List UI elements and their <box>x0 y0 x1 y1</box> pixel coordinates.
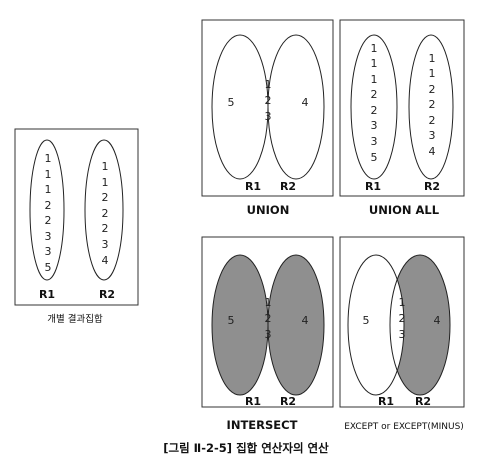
r2-value: 1 <box>429 52 436 65</box>
except-panel: 5 1 2 3 4 R1 R2 <box>339 236 465 408</box>
r2-shaded-region <box>390 255 450 395</box>
except-frame <box>339 236 465 408</box>
r2-only-value: 4 <box>302 96 309 109</box>
r1-set-ellipse <box>29 139 65 281</box>
intersect-frame <box>201 236 334 408</box>
r2-only-value: 4 <box>434 314 441 327</box>
r2-value: 1 <box>102 176 109 189</box>
common-value: 2 <box>399 312 406 325</box>
r2-label: R2 <box>280 395 296 408</box>
r1-only-value: 5 <box>228 96 235 109</box>
r2-label: R2 <box>99 288 115 301</box>
union-all-caption: UNION ALL <box>369 203 440 217</box>
r1-value: 3 <box>45 245 52 258</box>
common-value: 3 <box>399 328 406 341</box>
r2-value: 2 <box>102 207 109 220</box>
r1-value: 2 <box>45 214 52 227</box>
r1-label: R1 <box>245 395 261 408</box>
r2-value: 2 <box>429 114 436 127</box>
r2-set-ellipse <box>267 34 325 180</box>
r2-label: R2 <box>415 395 431 408</box>
r2-value: 4 <box>429 145 436 158</box>
r1-only-value: 5 <box>363 314 370 327</box>
r1-value: 3 <box>45 230 52 243</box>
r1-value: 1 <box>371 57 378 70</box>
r2-label: R2 <box>424 180 440 193</box>
r1-shaded-region <box>212 255 268 395</box>
common-value: 3 <box>265 328 272 341</box>
r2-set-ellipse <box>267 254 325 396</box>
union-all-panel: 1 1 1 2 2 3 3 5 1 1 2 2 2 3 4 R1 R2 <box>339 19 465 197</box>
common-value: 3 <box>265 110 272 123</box>
r2-value: 2 <box>102 191 109 204</box>
r1-value: 1 <box>45 152 52 165</box>
r2-value: 3 <box>102 238 109 251</box>
r2-value: 1 <box>429 67 436 80</box>
r1-value: 2 <box>371 88 378 101</box>
r1-value: 1 <box>45 168 52 181</box>
r1-label: R1 <box>245 180 261 193</box>
r1-value: 2 <box>45 199 52 212</box>
intersect-caption: INTERSECT <box>227 418 298 432</box>
union-caption: UNION <box>247 203 290 217</box>
r2-value: 2 <box>429 83 436 96</box>
common-value: 2 <box>265 312 272 325</box>
r1-value: 1 <box>371 42 378 55</box>
r1-set-ellipse <box>211 34 269 180</box>
r1-value: 5 <box>371 151 378 164</box>
intersect-panel: 5 1 2 3 4 R1 R2 <box>201 236 334 408</box>
common-value: 1 <box>265 78 272 91</box>
r2-value: 1 <box>102 160 109 173</box>
common-value: 2 <box>265 94 272 107</box>
r1-value: 1 <box>45 183 52 196</box>
r1-only-value: 5 <box>228 314 235 327</box>
r1-label: R1 <box>378 395 394 408</box>
individual-sets-frame <box>14 128 139 306</box>
common-value: 1 <box>399 296 406 309</box>
r2-value: 2 <box>429 98 436 111</box>
r1-set-ellipse <box>347 254 405 396</box>
common-value: 1 <box>265 296 272 309</box>
r1-label: R1 <box>39 288 55 301</box>
union-all-frame <box>339 19 465 197</box>
r1-value: 1 <box>371 73 378 86</box>
individual-sets-panel: 1 1 1 2 2 3 3 5 1 1 2 2 2 3 4 R1 R2 <box>14 128 139 306</box>
r2-set-ellipse <box>408 34 454 180</box>
r1-value: 3 <box>371 119 378 132</box>
union-frame <box>201 19 334 197</box>
individual-sets-caption: 개별 결과집합 <box>47 313 103 325</box>
r2-shaded-region <box>268 255 324 395</box>
r1-label: R1 <box>365 180 381 193</box>
r2-set-ellipse <box>84 139 124 281</box>
r1-set-ellipse <box>350 34 398 180</box>
r1-value: 3 <box>371 135 378 148</box>
figure-title: [그림 Ⅱ-2-5] 집합 연산자의 연산 <box>163 441 329 455</box>
r2-value: 4 <box>102 254 109 267</box>
r2-only-value: 4 <box>302 314 309 327</box>
r2-set-ellipse <box>389 254 451 396</box>
r2-value: 2 <box>102 222 109 235</box>
r1-value: 2 <box>371 104 378 117</box>
except-caption: EXCEPT or EXCEPT(MINUS) <box>344 422 464 432</box>
union-panel: 5 1 2 3 4 R1 R2 <box>201 19 334 197</box>
r2-label: R2 <box>280 180 296 193</box>
r1-value: 5 <box>45 261 52 274</box>
r2-value: 3 <box>429 129 436 142</box>
